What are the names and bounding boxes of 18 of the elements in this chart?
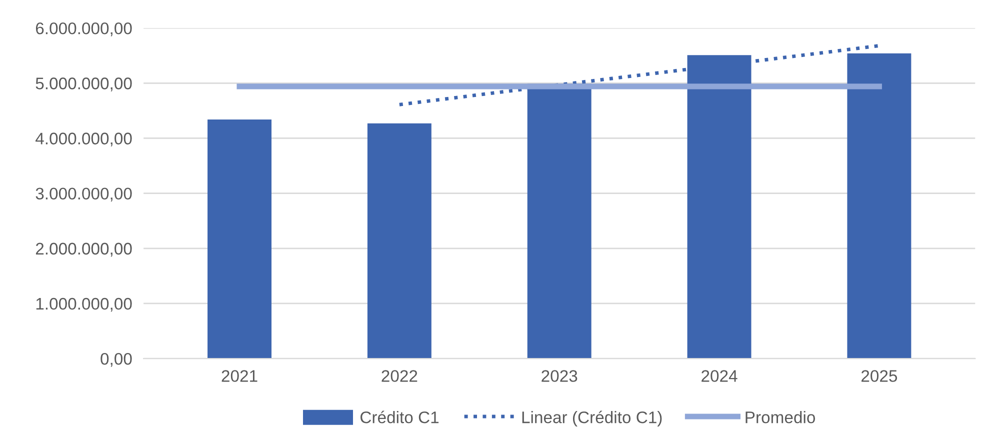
bar: [367, 123, 432, 359]
x-tick-label: 2024: [702, 370, 738, 382]
legend-label: Promedio: [746, 411, 816, 424]
y-tick-label: 0,00: [100, 352, 132, 367]
y-tick-label: 5.000.000,00: [36, 78, 132, 92]
y-tick-label: 2.000.000,00: [36, 242, 132, 257]
x-tick-label: 2023: [542, 370, 578, 382]
x-tick-label: 2022: [382, 370, 418, 382]
x-tick-label: 2025: [862, 370, 898, 382]
y-tick-label: 4.000.000,00: [36, 132, 132, 146]
bar: [208, 120, 272, 359]
y-tick-label: 6.000.000,00: [36, 22, 132, 36]
x-tick-label: 2021: [222, 370, 258, 382]
legend-label: Crédito C1: [360, 410, 439, 424]
bar: [847, 53, 912, 359]
y-tick-label: 1.000.000,00: [36, 298, 132, 312]
y-tick-label: 3.000.000,00: [36, 188, 132, 202]
legend-label: Linear (Crédito C1): [522, 410, 662, 427]
